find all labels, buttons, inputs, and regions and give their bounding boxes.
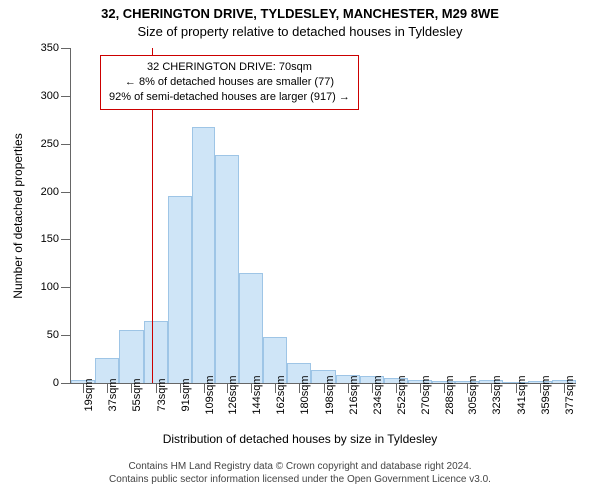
x-tick-label: 216sqm xyxy=(348,375,360,414)
y-tick xyxy=(61,48,71,49)
y-tick xyxy=(61,192,71,193)
x-tick-label: 288sqm xyxy=(444,375,456,414)
y-tick-label: 250 xyxy=(41,138,59,150)
x-tick-label: 37sqm xyxy=(107,378,119,411)
x-tick-label: 144sqm xyxy=(251,375,263,414)
x-tick-label: 377sqm xyxy=(564,375,576,414)
x-tick-label: 305sqm xyxy=(467,375,479,414)
chart-subtitle: Size of property relative to detached ho… xyxy=(0,24,600,39)
x-tick-label: 359sqm xyxy=(540,375,552,414)
x-tick-label: 162sqm xyxy=(275,375,287,414)
histogram-bar xyxy=(144,321,168,383)
x-tick-label: 91sqm xyxy=(180,378,192,411)
y-tick-label: 100 xyxy=(41,281,59,293)
callout-line-2: ← 8% of detached houses are smaller (77) xyxy=(109,75,350,90)
x-tick-label: 234sqm xyxy=(372,375,384,414)
x-tick-label: 270sqm xyxy=(420,375,432,414)
callout-line-1: 32 CHERINGTON DRIVE: 70sqm xyxy=(109,60,350,75)
x-tick-label: 198sqm xyxy=(324,375,336,414)
chart-title: 32, CHERINGTON DRIVE, TYLDESLEY, MANCHES… xyxy=(0,6,600,21)
attribution-line-2: Contains public sector information licen… xyxy=(0,473,600,486)
x-tick-label: 323sqm xyxy=(491,375,503,414)
histogram-bar xyxy=(192,127,215,383)
y-tick-label: 150 xyxy=(41,233,59,245)
attribution-text: Contains HM Land Registry data © Crown c… xyxy=(0,460,600,486)
y-tick xyxy=(61,383,71,384)
histogram-bar xyxy=(215,155,239,383)
y-tick-label: 350 xyxy=(41,42,59,54)
x-tick-label: 252sqm xyxy=(396,375,408,414)
x-axis-label: Distribution of detached houses by size … xyxy=(0,432,600,446)
x-tick-label: 126sqm xyxy=(227,375,239,414)
property-callout: 32 CHERINGTON DRIVE: 70sqm ← 8% of detac… xyxy=(100,55,359,110)
y-tick-label: 200 xyxy=(41,186,59,198)
y-tick-label: 300 xyxy=(41,90,59,102)
histogram-bar xyxy=(239,273,263,383)
y-tick-label: 0 xyxy=(53,377,59,389)
y-tick xyxy=(61,287,71,288)
y-tick xyxy=(61,335,71,336)
histogram-bar xyxy=(168,196,192,383)
x-tick-label: 73sqm xyxy=(156,378,168,411)
y-tick xyxy=(61,96,71,97)
histogram-bar xyxy=(119,330,143,383)
attribution-line-1: Contains HM Land Registry data © Crown c… xyxy=(0,460,600,473)
x-tick-label: 109sqm xyxy=(204,375,216,414)
y-tick xyxy=(61,144,71,145)
x-tick-label: 180sqm xyxy=(299,375,311,414)
y-tick xyxy=(61,239,71,240)
x-tick-label: 55sqm xyxy=(131,378,143,411)
callout-line-3: 92% of semi-detached houses are larger (… xyxy=(109,90,350,105)
y-axis-label: Number of detached properties xyxy=(11,133,25,298)
y-tick-label: 50 xyxy=(47,329,59,341)
x-tick-label: 341sqm xyxy=(516,375,528,414)
x-tick-label: 19sqm xyxy=(83,378,95,411)
